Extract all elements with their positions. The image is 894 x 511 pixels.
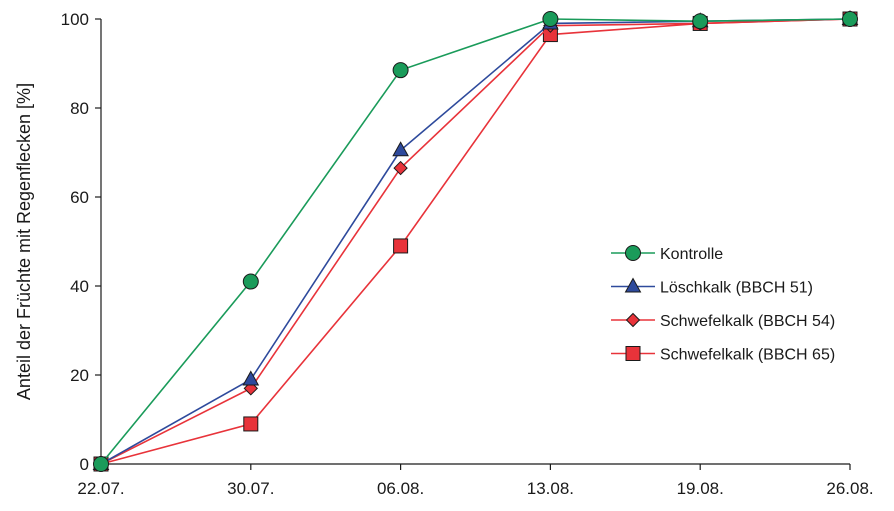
series-line (100, 18, 851, 465)
data-point (692, 13, 709, 30)
legend-item-3: Schwefelkalk (BBCH 54) (611, 312, 835, 330)
series-3 (93, 11, 858, 472)
y-tick-label: 40 (70, 277, 89, 296)
legend-marker (625, 245, 641, 261)
series-1 (93, 11, 858, 472)
legend-marker (625, 346, 641, 361)
data-point (242, 273, 259, 290)
data-point (243, 416, 259, 432)
data-point (393, 238, 409, 254)
series-4 (93, 11, 858, 472)
legend-item-1: Kontrolle (611, 245, 723, 263)
series-line (100, 18, 851, 465)
data-point (842, 11, 858, 27)
x-tick-label: 19.08. (677, 479, 724, 498)
y-tick-label: 20 (70, 366, 89, 385)
chart-series (92, 9, 859, 472)
data-point (242, 370, 260, 386)
data-point (542, 11, 559, 27)
legend-label: Kontrolle (660, 246, 723, 263)
chart-axes: 0 20 40 60 80 100 22.07. 30.07. 06.08. 13.08. 19.0… (61, 10, 874, 498)
legend-marker (624, 277, 642, 293)
x-tick-label: 22.07. (77, 479, 124, 498)
data-point (392, 141, 409, 157)
legend-label: Schwefelkalk (BBCH 54) (660, 313, 835, 330)
y-tick-label: 0 (80, 455, 89, 474)
data-point (393, 160, 408, 176)
x-tick-label: 26.08. (826, 479, 873, 498)
legend-item-2: Löschkalk (BBCH 51) (611, 277, 813, 297)
x-tick-label: 30.07. (227, 479, 274, 498)
data-point (392, 62, 409, 79)
y-tick-label: 60 (70, 188, 89, 207)
y-tick-label: 100 (61, 10, 89, 29)
legend-item-4: Schwefelkalk (BBCH 65) (611, 346, 835, 364)
legend-label: Schwefelkalk (BBCH 65) (660, 347, 835, 364)
legend-marker (625, 312, 641, 328)
series-line (100, 18, 851, 465)
series-2 (92, 9, 859, 470)
x-tick-label: 13.08. (527, 479, 574, 498)
legend-label: Löschkalk (BBCH 51) (660, 280, 813, 297)
data-point (93, 456, 109, 472)
chart-legend: Kontrolle Löschkalk (BBCH 51) Schwefelkalk… (611, 245, 835, 364)
y-axis-label: Anteil der Früchte mit Regenflecken [%] (14, 83, 34, 400)
series-line (100, 18, 851, 465)
y-tick-label: 80 (70, 99, 89, 118)
x-tick-label: 06.08. (377, 479, 424, 498)
